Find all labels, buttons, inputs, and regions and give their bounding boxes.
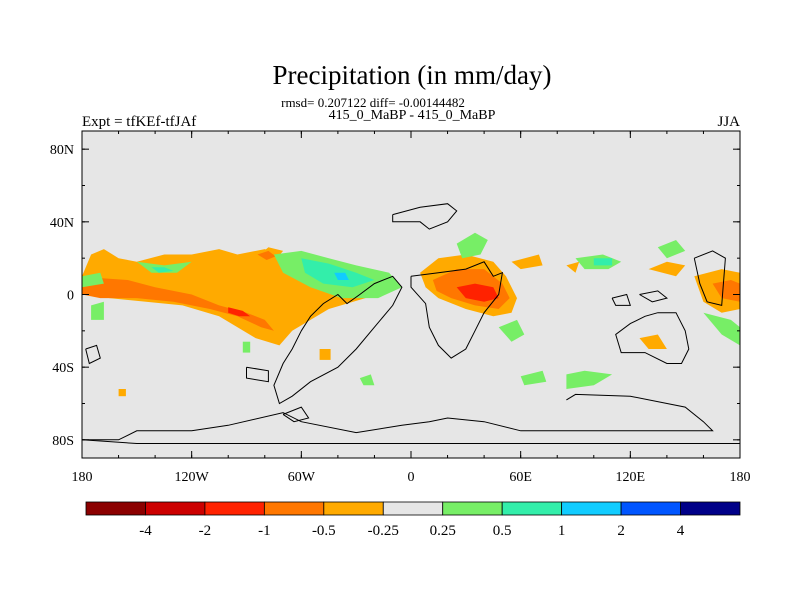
- contour-region-30: [118, 389, 126, 397]
- season-label: JJA: [717, 114, 740, 130]
- contour-region-20: [648, 261, 686, 277]
- plot-area: 180 120W 60W 0 60E 120E 180 80N 40N 0 40S 80S: [50, 130, 751, 485]
- contour-region-2: [228, 307, 251, 317]
- y-tick-label-3: 40S: [52, 361, 74, 376]
- colorbar-label-0: -4: [139, 523, 152, 539]
- colorbar-swatch-0: [85, 501, 146, 516]
- colorbar-swatch-10: [680, 501, 741, 516]
- contour-region-32: [520, 370, 547, 386]
- coastline-5: [82, 439, 740, 444]
- colorbar-swatch-6: [442, 501, 503, 516]
- colorbar-swatch-2: [204, 501, 265, 516]
- experiment-label: Expt = tfKEf-tfJAf: [82, 114, 196, 130]
- colorbar-label-3: -0.5: [312, 523, 336, 539]
- coastline-11: [282, 406, 310, 423]
- contour-region-8: [136, 261, 192, 273]
- y-tick-label-0: 80N: [50, 143, 74, 158]
- contour-region-27: [82, 272, 104, 288]
- x-tick-label-5: 120E: [616, 470, 646, 485]
- colorbar-swatch-3: [263, 501, 325, 516]
- colorbar-swatch-8: [561, 501, 622, 516]
- coastline-3: [615, 312, 690, 364]
- y-tick-label-1: 40N: [50, 216, 74, 231]
- colorbar: -4 -2 -1 -0.5 -0.25 0.25 0.5 1 2 4: [85, 501, 741, 539]
- contour-region-28: [242, 341, 251, 353]
- contour-region-26: [91, 301, 104, 320]
- contour-region-13: [456, 232, 488, 259]
- contour-region-25: [566, 370, 613, 389]
- contour-region-22: [712, 280, 740, 302]
- colorbar-label-2: -1: [258, 523, 271, 539]
- contour-region-17: [593, 258, 613, 266]
- coastline-10: [246, 366, 269, 383]
- chart-stats-line: rmsd= 0.207122 diff= -0.00144482: [281, 95, 465, 110]
- x-tick-label-4: 60E: [509, 470, 532, 485]
- colorbar-swatch-9: [620, 501, 681, 516]
- y-tick-label-4: 80S: [52, 434, 74, 449]
- colorbar-swatch-5: [382, 501, 444, 516]
- contour-region-9: [151, 267, 174, 273]
- contour-region-7: [334, 272, 349, 280]
- x-tick-label-6: 180: [730, 470, 751, 485]
- contour-region-15: [511, 254, 543, 270]
- colorbar-swatch-7: [501, 501, 563, 516]
- x-tick-label-1: 120W: [175, 470, 210, 485]
- contour-region-19: [657, 240, 686, 259]
- x-tick-label-2: 60W: [288, 470, 316, 485]
- x-tick-label-3: 0: [408, 470, 415, 485]
- contour-region-1: [82, 278, 274, 331]
- coastlines: [82, 203, 740, 444]
- colorbar-label-5: 0.25: [430, 523, 456, 539]
- contour-regions: [82, 232, 740, 397]
- contour-region-24: [639, 334, 667, 349]
- x-axis: 180 120W 60W 0 60E 120E 180: [72, 131, 751, 485]
- coastline-7: [639, 290, 669, 303]
- colorbar-label-8: 2: [617, 523, 625, 539]
- contour-region-18: [566, 261, 580, 273]
- colorbar-swatch-1: [145, 501, 206, 516]
- coastline-1: [392, 203, 458, 230]
- colorbar-label-9: 4: [677, 523, 685, 539]
- colorbar-label-4: -0.25: [368, 523, 399, 539]
- contour-region-21: [694, 269, 740, 313]
- y-axis: 80N 40N 0 40S 80S: [50, 143, 740, 449]
- y-tick-label-2: 0: [67, 289, 74, 304]
- chart-title: Precipitation (in mm/day): [273, 60, 552, 90]
- coastline-2: [410, 261, 504, 359]
- x-tick-label-0: 180: [72, 470, 93, 485]
- contour-region-31: [319, 349, 331, 360]
- colorbar-label-1: -2: [199, 523, 212, 539]
- colorbar-label-6: 0.5: [493, 523, 512, 539]
- colorbar-swatch-4: [323, 501, 384, 516]
- coastline-6: [85, 344, 101, 365]
- contour-region-4: [257, 250, 276, 260]
- chart-subtitle: 415_0_MaBP - 415_0_MaBP: [329, 108, 496, 123]
- coastline-9: [693, 250, 726, 307]
- contour-region-29: [359, 374, 375, 386]
- contour-region-23: [703, 312, 740, 346]
- coastline-4: [82, 393, 714, 441]
- coastline-8: [611, 293, 631, 306]
- colorbar-label-7: 1: [558, 523, 566, 539]
- contour-region-12: [456, 283, 499, 302]
- contour-region-14: [498, 319, 525, 342]
- coastline-0: [273, 275, 403, 405]
